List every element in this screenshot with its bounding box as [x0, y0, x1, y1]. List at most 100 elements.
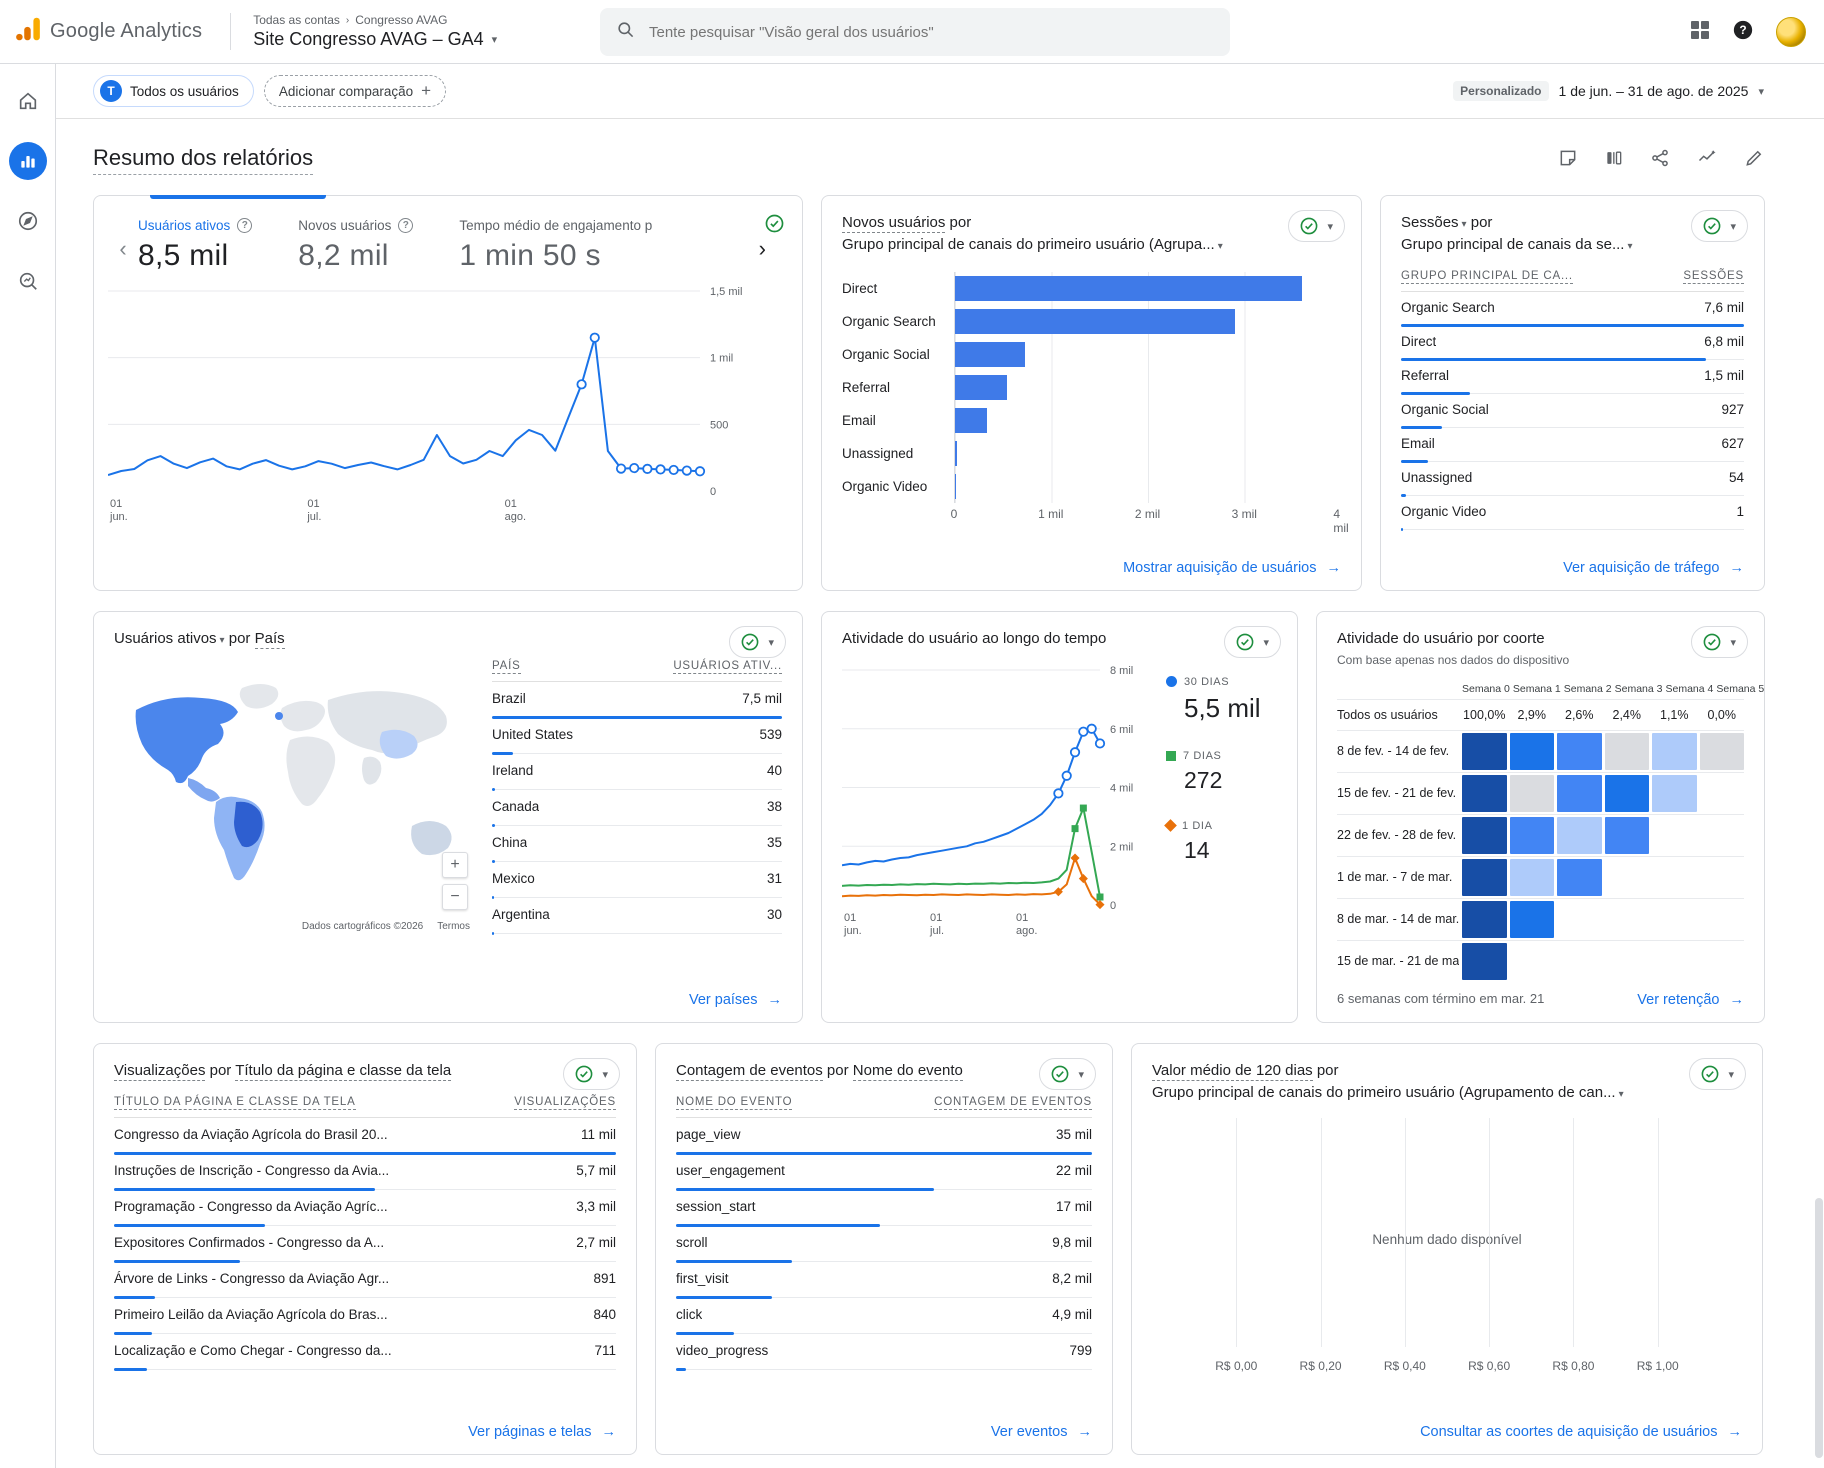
date-range-picker[interactable]: Personalizado 1 de jun. – 31 de ago. de … — [1453, 81, 1764, 101]
table-row: Congresso da Aviação Agrícola do Brasil … — [114, 1118, 616, 1155]
legend-item-1d: 1 DIA 14 — [1164, 819, 1277, 864]
view-events-link[interactable]: Ver eventos → — [990, 1424, 1092, 1440]
card-title[interactable]: Atividade do usuário por coorte — [1337, 630, 1545, 647]
column-header-dimension[interactable]: NOME DO EVENTO — [676, 1095, 793, 1110]
card-title[interactable]: Valor médio de 120 dias por Grupo princi… — [1152, 1062, 1624, 1101]
edit-pencil-icon[interactable] — [1744, 148, 1764, 173]
map-terms-link[interactable]: Termos — [437, 920, 470, 932]
view-pages-link[interactable]: Ver páginas e telas → — [468, 1424, 616, 1440]
cohort-heatmap: Semana 0 Semana 1 Semana 2 Semana 3 Semana 4… — [1337, 679, 1765, 982]
cohort-header-row: Semana 0 Semana 1 Semana 2 Semana 3 Semana 4… — [1462, 682, 1765, 695]
comparison-columns-icon[interactable] — [1604, 148, 1624, 173]
map-zoom-in-button[interactable]: + — [442, 851, 468, 878]
cohort-cell — [1700, 775, 1745, 812]
column-header-metric[interactable]: CONTAGEM DE EVENTOS — [934, 1095, 1092, 1110]
table-row: user_engagement 22 mil — [676, 1154, 1092, 1191]
legend-item-30d: 30 DIAS 5,5 mil — [1166, 676, 1277, 724]
card-status-dropdown[interactable]: ▾ — [1224, 626, 1281, 658]
arrow-right-icon: → — [1729, 992, 1745, 1008]
card-status-dropdown[interactable]: ▾ — [1689, 1058, 1746, 1090]
metric-tab-new-users[interactable]: Novos usuários ? 8,2 mil — [298, 218, 414, 273]
metric-tab-engagement-time[interactable]: Tempo médio de engajamento p 1 min 50 s — [459, 218, 653, 272]
card-status-dropdown[interactable]: ▾ — [1691, 626, 1748, 658]
date-range-type: Personalizado — [1453, 81, 1549, 101]
scrollbar[interactable] — [1814, 64, 1824, 1468]
share-icon[interactable] — [1650, 148, 1670, 173]
column-header-dimension[interactable]: PAÍS — [492, 659, 521, 674]
data-quality-check-icon[interactable] — [765, 214, 784, 238]
view-retention-link[interactable]: Ver retenção → — [1637, 992, 1744, 1008]
table-row: United States 539 — [492, 718, 782, 755]
card-status-dropdown[interactable]: ▾ — [729, 626, 786, 658]
caret-down-icon: ▾ — [1627, 240, 1633, 252]
world-map[interactable]: + − Dados cartográficos ©2026 Termos — [114, 660, 474, 934]
caret-down-icon: ▾ — [1461, 219, 1467, 230]
table-row: click 4,9 mil — [676, 1298, 1092, 1335]
carousel-prev-icon[interactable]: ‹ — [119, 236, 127, 261]
insights-icon[interactable] — [1696, 148, 1718, 173]
card-user-activity-over-time: Atividade do usuário ao longo do tempo ▾… — [821, 611, 1298, 1023]
comparison-bar: T Todos os usuários Adicionar comparação… — [56, 64, 1824, 119]
sidebar-item-explore[interactable] — [9, 202, 47, 240]
sidebar-item-home[interactable] — [9, 82, 47, 120]
cohort-cell — [1462, 732, 1507, 770]
breadcrumb[interactable]: Todas as contas › Congresso AVAG — [253, 13, 448, 27]
card-title[interactable]: Sessões ▾ por Grupo principal de canais d… — [1401, 214, 1633, 253]
map-mexico-central-america — [188, 777, 220, 802]
column-header-metric[interactable]: USUÁRIOS ATIV... — [673, 659, 782, 674]
card-status-dropdown[interactable]: ▾ — [1039, 1058, 1096, 1090]
left-nav — [0, 64, 56, 1468]
caret-down-icon: ▾ — [1078, 1068, 1084, 1081]
show-user-acquisition-link[interactable]: Mostrar aquisição de usuários → — [1123, 560, 1341, 576]
snapshot-note-icon[interactable] — [1558, 148, 1578, 173]
view-countries-link[interactable]: Ver países → — [688, 992, 782, 1008]
card-title[interactable]: Atividade do usuário ao longo do tempo — [842, 630, 1107, 647]
help-tooltip-icon[interactable]: ? — [398, 218, 414, 233]
diagnostics-grid-icon[interactable] — [1690, 20, 1710, 45]
svg-text:01: 01 — [307, 498, 319, 510]
svg-text:jul.: jul. — [929, 925, 944, 937]
map-ireland — [275, 711, 283, 720]
card-title[interactable]: Usuários ativos ▾ por País — [114, 630, 285, 649]
cohort-cell — [1700, 901, 1745, 938]
bar-row: Organic Social — [842, 337, 1341, 371]
carousel-next-icon[interactable]: › — [758, 236, 766, 261]
chart-legend: 30 DIAS 5,5 mil 7 DIAS 272 1 DIA 14 — [1160, 676, 1277, 955]
cohort-footer: 6 semanas com término em mar. 21 — [1337, 991, 1545, 1007]
map-attribution: Dados cartográficos ©2026 — [301, 920, 424, 932]
avatar[interactable] — [1776, 17, 1806, 47]
table-row: video_progress 799 — [676, 1334, 1092, 1371]
search-input[interactable] — [649, 23, 1214, 41]
view-acquisition-cohorts-link[interactable]: Consultar as coortes de aquisição de usu… — [1420, 1424, 1742, 1440]
card-status-dropdown[interactable]: ▾ — [563, 1058, 620, 1090]
column-header-metric[interactable]: SESSÕES — [1683, 269, 1744, 284]
data-quality-check-icon — [1237, 633, 1254, 651]
metric-tab-active-users[interactable]: Usuários ativos ? 8,5 mil — [138, 218, 253, 273]
add-comparison-button[interactable]: Adicionar comparação + — [263, 75, 447, 107]
column-header-dimension[interactable]: TÍTULO DA PÁGINA E CLASSE DA TELA — [114, 1095, 356, 1110]
property-selector[interactable]: Site Congresso AVAG – GA4 ▾ — [253, 29, 498, 49]
caret-down-icon: ▾ — [1730, 220, 1736, 233]
card-title[interactable]: Contagem de eventos por Nome do evento — [676, 1062, 963, 1081]
column-header-dimension[interactable]: GRUPO PRINCIPAL DE CA... — [1401, 269, 1573, 284]
column-header-metric[interactable]: VISUALIZAÇÕES — [514, 1095, 616, 1110]
card-title[interactable]: Visualizações por Título da página e cla… — [114, 1062, 452, 1081]
table-row: Organic Search 7,6 mil — [1401, 292, 1744, 327]
cohort-cell — [1605, 859, 1650, 896]
cohort-cell — [1509, 774, 1554, 812]
view-traffic-acquisition-link[interactable]: Ver aquisição de tráfego → — [1563, 560, 1744, 576]
sidebar-item-advertising[interactable] — [9, 262, 47, 300]
card-status-dropdown[interactable]: ▾ — [1691, 210, 1748, 242]
card-status-dropdown[interactable]: ▾ — [1288, 210, 1345, 242]
svg-text:0: 0 — [1110, 900, 1116, 912]
segment-chip-all-users[interactable]: T Todos os usuários — [93, 75, 254, 107]
sidebar-item-reports[interactable] — [8, 142, 47, 180]
card-title[interactable]: Novos usuários por Grupo principal de ca… — [842, 214, 1223, 253]
help-tooltip-icon[interactable]: ? — [237, 218, 253, 233]
scrollbar-thumb[interactable] — [1815, 1198, 1823, 1458]
help-icon[interactable]: ? — [1732, 19, 1754, 46]
map-zoom-out-button[interactable]: − — [442, 883, 468, 910]
search-bar[interactable] — [600, 8, 1230, 56]
svg-text:500: 500 — [710, 419, 728, 431]
active-metric-indicator — [150, 195, 326, 199]
